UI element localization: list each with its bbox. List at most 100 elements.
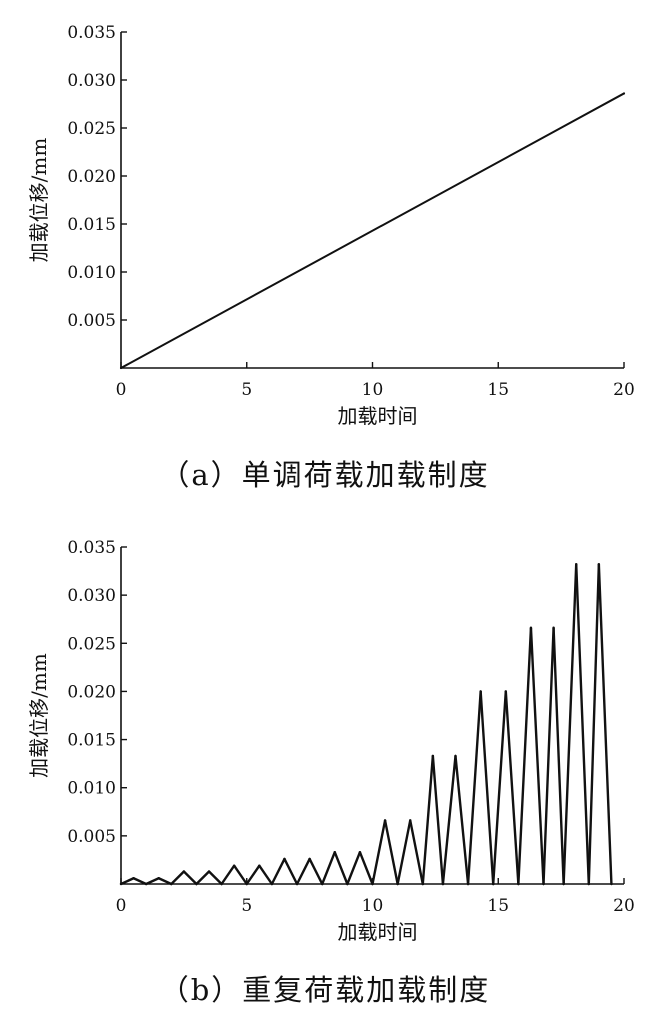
panel-b-data-point (529, 626, 533, 629)
panel-b-line-segment (421, 754, 435, 886)
panel-b-line-segment (396, 819, 412, 886)
panel-b-line-segment (597, 563, 613, 886)
panel-b-line-segment (454, 754, 470, 886)
panel-b-data-point (207, 870, 211, 873)
panel-b-x-tick-label: 20 (613, 896, 635, 916)
panel-b-data-point (542, 882, 545, 886)
panel-b-line-segment (182, 870, 198, 886)
panel-a-caption: （a）单调荷载加载制度 (160, 458, 489, 492)
panel-b-line-segment (575, 563, 590, 886)
panel-b-line-segment (283, 857, 299, 886)
panel-a-data-point (119, 366, 123, 370)
panel-b-line-segment (587, 563, 601, 886)
panel-b: （b）重复荷载加载制度 0 5 10 15 20 0.005 0.010 0.015 0.020… (27, 538, 635, 1007)
panel-b-data-point (562, 882, 565, 886)
panel-b-data-point (358, 851, 362, 854)
panel-b-line-segment (441, 754, 457, 886)
panel-b-data-point (441, 882, 445, 886)
panel-a-x-tick-label: 0 (116, 380, 127, 400)
panel-b-line-segment (409, 819, 424, 886)
panel-b-line-segment (517, 626, 533, 886)
panel-b-data-point (295, 882, 299, 886)
panel-b-line-segment (358, 851, 374, 886)
panel-b-y-tick-label: 0.030 (67, 586, 116, 606)
panel-b-line-segment (308, 857, 324, 886)
panel-b-y-tick-label: 0.005 (67, 827, 116, 847)
panel-b-y-tick-label: 0.025 (67, 634, 116, 654)
panel-b-data-point (308, 857, 311, 861)
panel-b-line-segment (195, 870, 211, 886)
panel-b-data-point (170, 882, 173, 886)
panel-b-line-segment (220, 864, 236, 886)
panel-b-line-segment (321, 851, 336, 886)
panel-a-y-axis-title: 加载位移/mm (27, 138, 51, 263)
panel-b-data-point (182, 870, 185, 873)
panel-b-data-point (466, 882, 470, 886)
panel-b-line-segment (552, 626, 565, 886)
panel-a: （a）单调荷载加载制度 0 5 10 15 20 0.005 0.010 0.015 0.020… (27, 23, 635, 492)
panel-b-data-point (258, 864, 261, 867)
panel-b-line-segment (157, 877, 173, 886)
panel-b-line-segment (562, 563, 578, 886)
panel-b-y-axis-title: 加载位移/mm (27, 653, 51, 778)
panel-a-x-tick-label: 10 (362, 380, 384, 400)
panel-b-line-segment (383, 819, 399, 886)
panel-b-line-segment (542, 626, 555, 886)
panel-b-data-point (220, 882, 223, 886)
panel-b-data-point (552, 626, 555, 629)
panel-b-x-axis-title: 加载时间 (338, 920, 418, 944)
panel-b-y-tick-label: 0.015 (67, 731, 116, 751)
panel-b-data-point (132, 877, 135, 880)
panel-a-y-tick-label: 0.015 (67, 215, 116, 235)
panel-b-line-segment (170, 870, 186, 886)
panel-b-data-point (409, 819, 412, 822)
panel-b-data-point (233, 864, 236, 867)
panel-b-data-point (119, 882, 123, 886)
panel-b-line-segment (431, 754, 445, 886)
panel-b-data-point (371, 882, 374, 886)
panel-a-y-tick-label: 0.005 (67, 311, 116, 331)
panel-b-y-tick-label: 0.020 (67, 682, 116, 702)
panel-a-data-point (622, 92, 626, 95)
panel-b-y-tick-label: 0.010 (67, 779, 116, 799)
panel-b-line-segment (295, 857, 311, 886)
panel-b-x-tick-label: 5 (241, 896, 252, 916)
panel-a-y-tick-label: 0.030 (67, 71, 116, 91)
panel-b-data-point (504, 690, 507, 693)
panel-a-series (119, 92, 626, 370)
panel-b-data-point (346, 882, 349, 886)
panel-b-line-segment (245, 864, 261, 886)
panel-b-series (119, 563, 613, 886)
panel-b-line-segment (270, 857, 286, 886)
panel-b-data-point (333, 851, 336, 854)
panel-a-line-segment (120, 92, 625, 369)
panel-b-x-tick-label: 0 (116, 896, 127, 916)
panel-a-x-tick-label: 20 (613, 380, 635, 400)
panel-b-data-point (383, 819, 387, 822)
panel-b-line-segment (479, 690, 495, 886)
panel-b-data-point (597, 563, 600, 566)
panel-b-data-point (270, 882, 273, 886)
panel-b-x-tick-label: 15 (487, 896, 509, 916)
panel-b-line-segment (119, 877, 135, 886)
panel-a-x-axis-title: 加载时间 (338, 404, 418, 428)
panel-b-data-point (321, 882, 324, 886)
panel-b-line-segment (529, 626, 545, 886)
panel-a-y-tick-label: 0.010 (67, 263, 116, 283)
panel-b-line-segment (258, 864, 274, 886)
panel-b-line-segment (144, 877, 160, 886)
panel-b-data-point (454, 754, 457, 758)
panel-b-data-point (145, 882, 148, 886)
panel-b-data-point (195, 882, 198, 886)
panel-b-data-point (283, 857, 286, 861)
panel-b-x-tick-label: 10 (362, 896, 384, 916)
panel-b-line-segment (492, 690, 507, 886)
panel-a-x-tick-label: 15 (487, 380, 509, 400)
panel-b-line-segment (232, 864, 248, 886)
panel-b-data-point (517, 882, 520, 886)
panel-b-data-point (479, 690, 482, 693)
panel-b-data-point (587, 882, 590, 886)
panel-b-line-segment (207, 870, 223, 886)
panel-b-line-segment (466, 690, 482, 886)
